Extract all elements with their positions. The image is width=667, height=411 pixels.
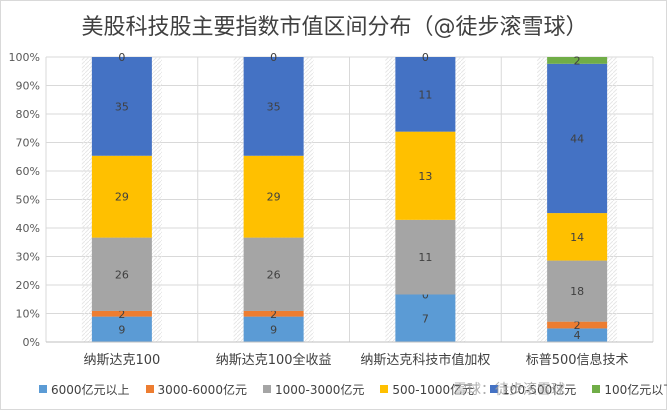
y-tick-label: 80% bbox=[16, 108, 40, 121]
data-label: 0 bbox=[422, 289, 429, 302]
legend-label: 100亿元以下 bbox=[604, 382, 667, 397]
data-label: 29 bbox=[267, 191, 281, 204]
data-label: 11 bbox=[418, 251, 432, 264]
data-label: 18 bbox=[570, 285, 584, 298]
y-tick-label: 90% bbox=[16, 80, 40, 93]
bar-segment bbox=[547, 321, 608, 329]
bar-segment bbox=[243, 316, 304, 342]
y-tick-label: 10% bbox=[16, 308, 40, 321]
legend-item: 3000-6000亿元 bbox=[145, 381, 247, 398]
bar-segment bbox=[395, 294, 456, 342]
data-label: 11 bbox=[418, 88, 432, 101]
data-label: 9 bbox=[118, 323, 125, 336]
data-label: 0 bbox=[270, 51, 277, 64]
legend-item: 1000-3000亿元 bbox=[262, 381, 365, 398]
y-tick-label: 50% bbox=[16, 194, 40, 207]
bar-segment bbox=[547, 328, 608, 342]
legend-swatch bbox=[592, 385, 601, 393]
legend-label: 500-1000亿元 bbox=[392, 382, 475, 397]
legend-swatch bbox=[39, 385, 47, 393]
legend-item: 100-500亿元 bbox=[490, 381, 576, 398]
data-label: 35 bbox=[115, 100, 129, 113]
legend-swatch bbox=[262, 385, 271, 393]
data-label: 2 bbox=[118, 308, 125, 321]
data-label: 35 bbox=[267, 100, 281, 113]
data-label: 7 bbox=[422, 312, 429, 325]
legend-swatch bbox=[380, 385, 389, 393]
legend-label: 3000-6000亿元 bbox=[157, 382, 247, 397]
bar-segment bbox=[91, 57, 152, 156]
watermark: 雪球：徒步滚雪球 bbox=[453, 382, 565, 398]
x-category-label: 纳斯达克100 bbox=[83, 353, 160, 368]
x-category-label: 纳斯达克100全收益 bbox=[216, 352, 332, 368]
legend-label: 1000-3000亿元 bbox=[274, 382, 365, 397]
bar-segment bbox=[243, 237, 304, 311]
legend-label: 6000亿元以上 bbox=[51, 382, 130, 397]
bar-segment bbox=[395, 57, 456, 132]
data-label: 44 bbox=[570, 132, 584, 145]
bar-segment bbox=[547, 63, 608, 214]
legend-item: 500-1000亿元 bbox=[380, 381, 474, 398]
data-label: 26 bbox=[267, 268, 281, 281]
x-category-label: 标普500信息技术 bbox=[526, 352, 629, 368]
bar-segment bbox=[243, 155, 304, 238]
y-tick-label: 0% bbox=[23, 336, 40, 349]
chart-title: 美股科技股主要指数市值区间分布（@徒步滚雪球） bbox=[81, 15, 588, 40]
data-label: 0 bbox=[118, 51, 125, 64]
data-label: 29 bbox=[115, 191, 129, 204]
y-tick-label: 70% bbox=[16, 137, 40, 150]
bar-segment bbox=[547, 57, 608, 64]
data-label: 14 bbox=[570, 231, 584, 244]
data-label: 26 bbox=[115, 268, 129, 281]
bar-segment bbox=[243, 310, 304, 317]
x-category-label: 纳斯达克科技市值加权 bbox=[360, 352, 490, 368]
data-label: 2 bbox=[270, 308, 277, 321]
bar-segment bbox=[395, 219, 456, 295]
y-tick-label: 60% bbox=[16, 165, 40, 178]
y-tick-label: 100% bbox=[9, 51, 40, 64]
data-label: 13 bbox=[418, 170, 432, 183]
bar-segment bbox=[91, 310, 152, 317]
data-label: 9 bbox=[270, 323, 277, 336]
y-tick-label: 20% bbox=[16, 279, 40, 292]
data-label: 2 bbox=[574, 319, 581, 332]
y-tick-label: 40% bbox=[16, 222, 40, 235]
legend-item: 6000亿元以上 bbox=[39, 381, 130, 398]
legend-swatch bbox=[145, 385, 154, 393]
bar-segment bbox=[91, 316, 152, 342]
legend-item: 100亿元以下 bbox=[592, 381, 667, 398]
bar-segment bbox=[395, 131, 456, 220]
chart-legend: 6000亿元以上 3000-6000亿元 1000-3000亿元 500-1000亿元… bbox=[39, 379, 667, 399]
data-label: 4 bbox=[574, 329, 581, 342]
bar-segment bbox=[243, 57, 304, 156]
bar-segment bbox=[91, 155, 152, 238]
legend-swatch bbox=[490, 385, 499, 393]
bar-segment bbox=[547, 213, 608, 261]
data-label: 2 bbox=[574, 54, 581, 67]
y-tick-label: 30% bbox=[16, 251, 40, 264]
bar-segment bbox=[91, 237, 152, 311]
legend-label: 100-500亿元 bbox=[502, 382, 577, 397]
data-label: 0 bbox=[422, 51, 429, 64]
bar-segment bbox=[547, 260, 608, 322]
